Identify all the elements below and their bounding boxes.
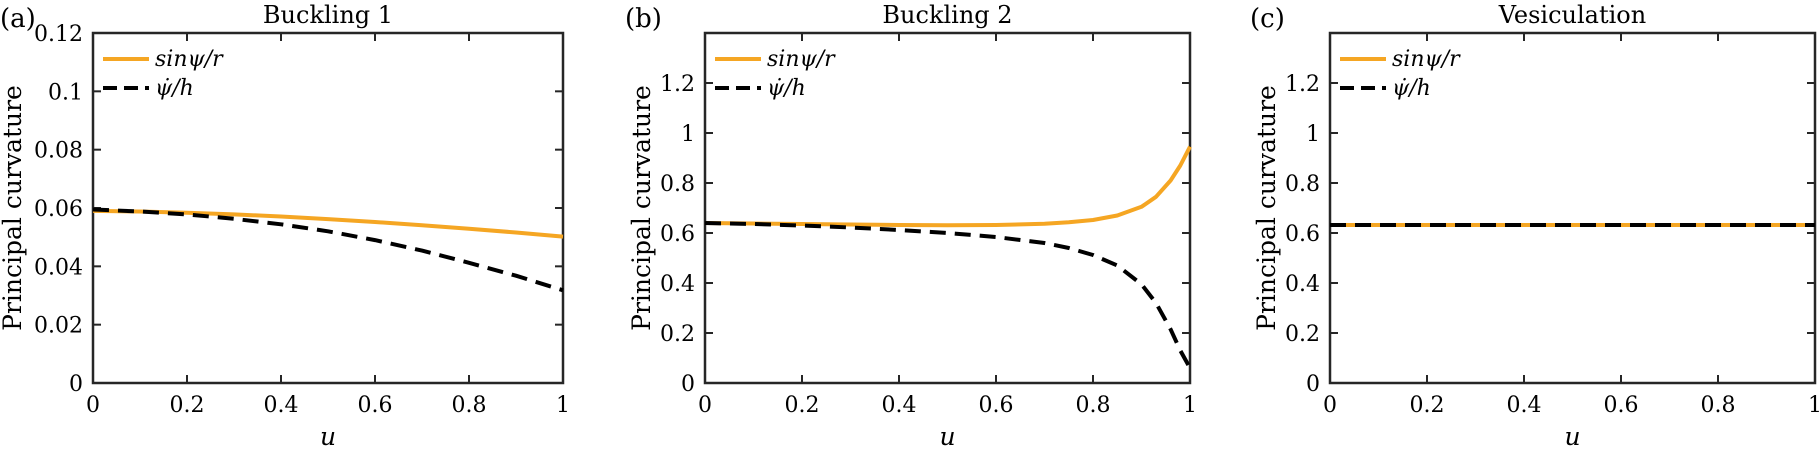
chart-title: Buckling 2 [882, 1, 1012, 29]
x-tick-label: 1 [1183, 393, 1197, 418]
x-tick-label: 0.6 [1604, 393, 1639, 418]
x-tick-label: 0.4 [1507, 393, 1542, 418]
y-tick-label: 0.6 [660, 222, 695, 247]
y-tick-label: 0.12 [34, 22, 83, 47]
y-tick-label: 0.06 [34, 197, 83, 222]
y-tick-label: 0.04 [34, 255, 83, 280]
x-tick-label: 0.4 [882, 393, 917, 418]
panel-label: (a) [0, 4, 36, 34]
y-tick-label: 0.8 [660, 172, 695, 197]
x-tick-label: 0.2 [1410, 393, 1445, 418]
y-tick-label: 1.2 [1285, 72, 1320, 97]
legend-label-1: sinψ/r [155, 47, 224, 72]
y-axis-label: Principal curvature [1252, 85, 1281, 331]
y-axis-label: Principal curvature [0, 85, 27, 331]
y-tick-label: 0.2 [1285, 322, 1320, 347]
panel-label: (c) [1250, 4, 1285, 34]
y-tick-label: 0.08 [34, 139, 83, 164]
legend-label-1: sinψ/r [1392, 47, 1461, 72]
series-line-1 [704, 145, 1192, 228]
plot-frame [1328, 31, 1817, 385]
panel-3: Vesiculation (c) 0 0.2 0.4 0.6 0.8 1 0 0.2 0.4 0.6 0… [1250, 1, 1820, 451]
x-axis-label: u [320, 422, 336, 451]
y-tick-label: 0.8 [1285, 172, 1320, 197]
x-tick-label: 0.6 [358, 393, 393, 418]
x-tick-label: 0.4 [264, 393, 299, 418]
x-tick-label: 1 [556, 393, 570, 418]
x-tick-label: 1 [1808, 393, 1820, 418]
x-axis-label: u [1564, 422, 1580, 451]
y-tick-label: 1 [681, 122, 695, 147]
x-axis-label: u [939, 422, 955, 451]
panel-label: (b) [625, 4, 662, 34]
x-tick-label: 0.8 [1076, 393, 1111, 418]
x-tick-label: 0.8 [1701, 393, 1736, 418]
x-tick-label: 0 [86, 393, 100, 418]
y-tick-label: 0.02 [34, 314, 83, 339]
x-tick-label: 0 [1323, 393, 1337, 418]
chart-title: Vesiculation [1498, 1, 1646, 29]
y-tick-label: 0.2 [660, 322, 695, 347]
y-tick-label: 1 [1306, 122, 1320, 147]
legend-label-1: sinψ/r [767, 47, 836, 72]
series-line-2 [92, 207, 564, 293]
y-tick-label: 0 [681, 372, 695, 397]
x-tick-label: 0.2 [785, 393, 820, 418]
plot-frame [703, 31, 1192, 385]
legend-label-2: ψ̇/h [155, 76, 194, 101]
y-tick-label: 0.1 [48, 80, 83, 105]
plot-frame [91, 31, 565, 385]
chart-title: Buckling 1 [263, 1, 393, 29]
y-tick-label: 0 [69, 372, 83, 397]
y-tick-label: 0.4 [1285, 272, 1320, 297]
panel-2: Buckling 2 (b) 0 0.2 0.4 0.6 0.8 1 0 0.2 0.4 0.6 0.8… [625, 1, 1197, 451]
y-tick-label: 0.6 [1285, 222, 1320, 247]
y-tick-label: 0 [1306, 372, 1320, 397]
y-axis-label: Principal curvature [627, 85, 656, 331]
panel-1: Buckling 1 (a) 0 0.2 0.4 0.6 0.8 1 0 0.02 0.04 0.06… [0, 1, 570, 451]
legend-label-2: ψ̇/h [767, 76, 806, 101]
y-tick-label: 0.4 [660, 272, 695, 297]
series-line-2 [704, 221, 1192, 369]
legend-label-2: ψ̇/h [1392, 76, 1431, 101]
x-tick-label: 0.8 [452, 393, 487, 418]
y-tick-label: 1.2 [660, 72, 695, 97]
x-tick-label: 0 [698, 393, 712, 418]
x-tick-label: 0.2 [170, 393, 205, 418]
x-tick-label: 0.6 [979, 393, 1014, 418]
